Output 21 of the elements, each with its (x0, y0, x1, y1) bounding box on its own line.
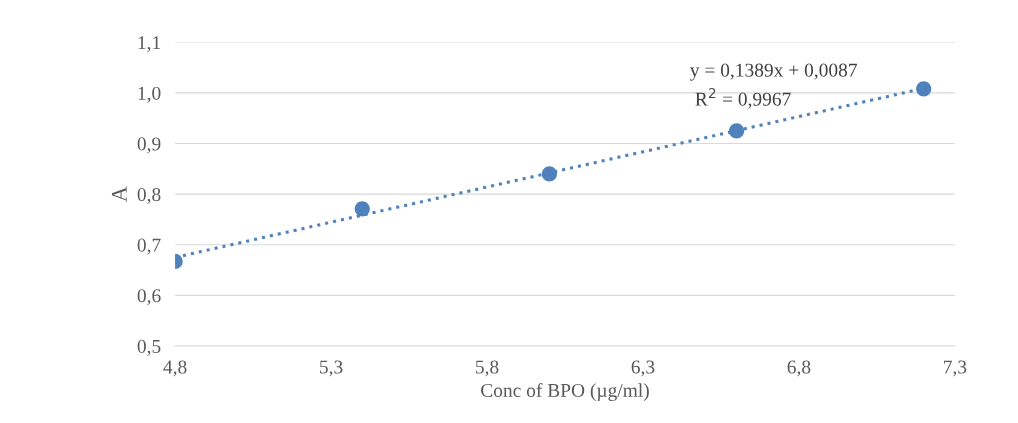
point (728, 123, 745, 139)
x-tick-label: 4,8 (163, 360, 187, 377)
point (541, 166, 557, 182)
x-tick-label: 5,3 (320, 360, 343, 377)
y-tick-label: 0,6 (137, 289, 161, 306)
y-tick-label: 0,9 (137, 137, 161, 154)
annotation: R$^{2}$ = 0,9967 (695, 87, 791, 109)
annotation: y = 0,1389x + 0,0087 (690, 63, 857, 81)
y-tick-label: 1,0 (138, 86, 161, 103)
x-tick-label: 7,3 (944, 360, 967, 377)
y-tick-label: 1,1 (138, 36, 161, 53)
point (354, 201, 370, 217)
y-tick-label: 0,8 (137, 187, 161, 204)
x-axis-title: Conc of BPO (µg/ml) (481, 383, 649, 401)
y-tick-label: 0,5 (137, 339, 161, 356)
y-axis-title: A (111, 186, 127, 202)
x-tick-label: 6,3 (631, 360, 655, 377)
x-tick-label: 5,8 (475, 360, 499, 377)
point (916, 81, 932, 97)
x-tick-label: 6,8 (787, 360, 811, 377)
y-tick-label: 0,7 (137, 238, 161, 255)
